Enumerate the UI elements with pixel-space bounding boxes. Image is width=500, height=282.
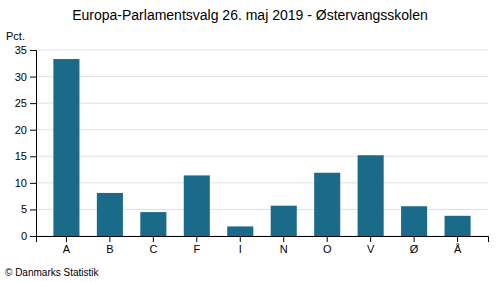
grid-line [36, 103, 488, 104]
y-axis-label: Pct. [6, 30, 25, 42]
y-tick-mark [30, 209, 36, 210]
y-tick-label: 5 [21, 203, 27, 215]
y-tick: 25 [15, 97, 36, 109]
x-tick-mark [457, 236, 458, 242]
x-tick: Ø [410, 236, 419, 255]
x-tick-mark [153, 236, 154, 242]
x-tick: C [149, 236, 157, 255]
x-tick-label: A [63, 243, 71, 255]
grid-line [36, 182, 488, 183]
bar [140, 212, 166, 236]
bar [227, 226, 253, 236]
x-axis: ABCFINOVØÅ [37, 236, 489, 255]
y-tick-mark [30, 103, 36, 104]
y-tick: 35 [15, 44, 36, 56]
y-tick-label: 0 [21, 230, 27, 242]
y-axis: 0 5 10 15 20 25 30 35 [15, 44, 37, 242]
bar [97, 193, 123, 236]
y-axis-line [30, 51, 37, 237]
x-tick: B [106, 236, 113, 255]
x-tick-label: Ø [410, 243, 419, 255]
x-tick-mark [240, 236, 241, 242]
x-tick: F [193, 236, 200, 255]
x-tick: I [239, 236, 242, 255]
plot: Pct. 0 5 10 15 20 25 30 35 A B C F I N O V Ø Å [6, 30, 489, 255]
x-tick-label: O [323, 243, 332, 255]
grid-line [36, 156, 488, 157]
x-tick-mark [283, 236, 284, 242]
x-tick-label: I [239, 243, 242, 255]
y-tick: 5 [21, 203, 36, 215]
y-tick: 10 [15, 177, 36, 189]
x-tick-mark [414, 236, 415, 242]
grid-line [36, 129, 488, 130]
y-tick-mark [30, 130, 36, 131]
x-tick-mark [66, 236, 67, 242]
bar [401, 206, 427, 236]
x-tick-label: C [149, 243, 157, 255]
y-tick-label: 30 [15, 71, 27, 83]
y-tick: 0 [21, 230, 36, 242]
bar [358, 155, 384, 236]
y-tick: 15 [15, 150, 36, 162]
x-tick-label: V [367, 243, 375, 255]
x-tick: Å [454, 236, 462, 255]
x-tick: O [323, 236, 332, 255]
x-tick-label: F [193, 243, 200, 255]
y-tick-label: 20 [15, 124, 27, 136]
x-tick-label: N [280, 243, 288, 255]
y-tick-mark [30, 77, 36, 78]
bars [53, 59, 470, 236]
y-tick-mark [30, 156, 36, 157]
y-tick: 20 [15, 124, 36, 136]
y-tick-mark [30, 183, 36, 184]
x-tick-mark [370, 236, 371, 242]
footer: © Danmarks Statistik [5, 267, 100, 278]
x-tick: N [280, 236, 288, 255]
grid-line [36, 76, 488, 77]
x-tick-label: B [106, 243, 113, 255]
chart: Europa-Parlamentsvalg 26. maj 2019 - Øst… [0, 0, 500, 282]
bar [184, 175, 210, 236]
y-tick-label: 15 [15, 150, 27, 162]
bar [445, 216, 471, 236]
grid-line [36, 50, 488, 51]
x-tick-label: Å [454, 243, 462, 255]
x-tick-mark [196, 236, 197, 242]
y-tick-label: 25 [15, 97, 27, 109]
x-tick-mark [109, 236, 110, 242]
y-tick-mark [30, 236, 36, 237]
bar [314, 173, 340, 236]
bar [53, 59, 79, 236]
bar [271, 206, 297, 236]
y-tick-label: 35 [15, 44, 27, 56]
title: Europa-Parlamentsvalg 26. maj 2019 - Øst… [72, 7, 428, 23]
x-tick: A [63, 236, 71, 255]
y-tick-mark [30, 50, 36, 51]
x-tick-mark [327, 236, 328, 242]
y-tick-label: 10 [15, 177, 27, 189]
y-tick: 30 [15, 71, 36, 83]
x-tick: V [367, 236, 375, 255]
grid [36, 50, 488, 236]
x-axis-line [37, 237, 489, 243]
